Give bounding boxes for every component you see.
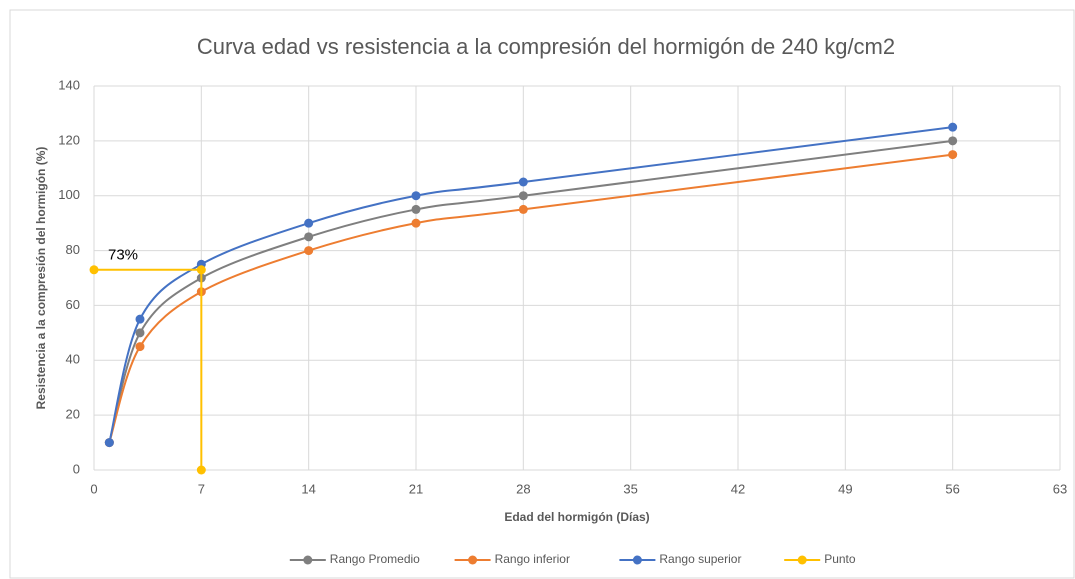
data-point — [196, 465, 206, 475]
data-point — [411, 204, 421, 214]
legend-marker — [468, 555, 478, 565]
y-tick-label: 0 — [73, 461, 80, 476]
legend-label: Rango inferior — [495, 552, 570, 566]
legend-label: Punto — [824, 552, 856, 566]
y-tick-label: 60 — [66, 297, 80, 312]
x-tick-label: 28 — [516, 481, 530, 496]
x-tick-label: 56 — [945, 481, 959, 496]
data-point — [948, 150, 958, 160]
data-point — [304, 218, 314, 228]
data-point — [948, 122, 958, 132]
y-tick-label: 140 — [58, 77, 80, 92]
data-point — [135, 328, 145, 338]
data-point — [948, 136, 958, 146]
y-tick-label: 120 — [58, 132, 80, 147]
x-tick-label: 14 — [301, 481, 315, 496]
y-tick-label: 100 — [58, 187, 80, 202]
data-point — [411, 191, 421, 201]
data-point — [518, 177, 528, 187]
legend-label: Rango Promedio — [330, 552, 420, 566]
data-point — [135, 314, 145, 324]
data-label: 73% — [108, 247, 138, 264]
data-point — [89, 265, 99, 275]
legend: Rango Promedio Rango inferior Rango superi… — [289, 552, 856, 566]
data-point — [304, 232, 314, 242]
data-point — [518, 204, 528, 214]
x-tick-label: 21 — [409, 481, 423, 496]
legend-label: Rango superior — [659, 552, 741, 566]
data-point — [518, 191, 528, 201]
series-line — [108, 153, 953, 443]
data-point — [196, 265, 206, 275]
x-tick-label: 42 — [731, 481, 745, 496]
y-tick-label: 20 — [66, 407, 80, 422]
data-point — [104, 438, 114, 448]
x-tick-label: 63 — [1053, 481, 1067, 496]
x-tick-label: 49 — [838, 481, 852, 496]
chart-title: Curva edad vs resistencia a la compresió… — [197, 34, 895, 59]
y-axis-label: Resistencia a la compresión del hormigón… — [34, 147, 48, 410]
data-point — [411, 218, 421, 228]
x-tick-label: 35 — [623, 481, 637, 496]
x-axis-label: Edad del hormigón (Días) — [504, 510, 649, 524]
legend-marker — [303, 555, 313, 565]
data-point — [135, 342, 145, 352]
data-point — [304, 246, 314, 256]
legend-marker — [797, 555, 807, 565]
chart-frame — [9, 9, 1075, 579]
series-line — [108, 139, 953, 443]
y-tick-label: 80 — [66, 242, 80, 257]
legend-marker — [632, 555, 642, 565]
x-tick-label: 7 — [198, 481, 205, 496]
y-tick-label: 40 — [66, 352, 80, 367]
x-tick-label: 0 — [90, 481, 97, 496]
